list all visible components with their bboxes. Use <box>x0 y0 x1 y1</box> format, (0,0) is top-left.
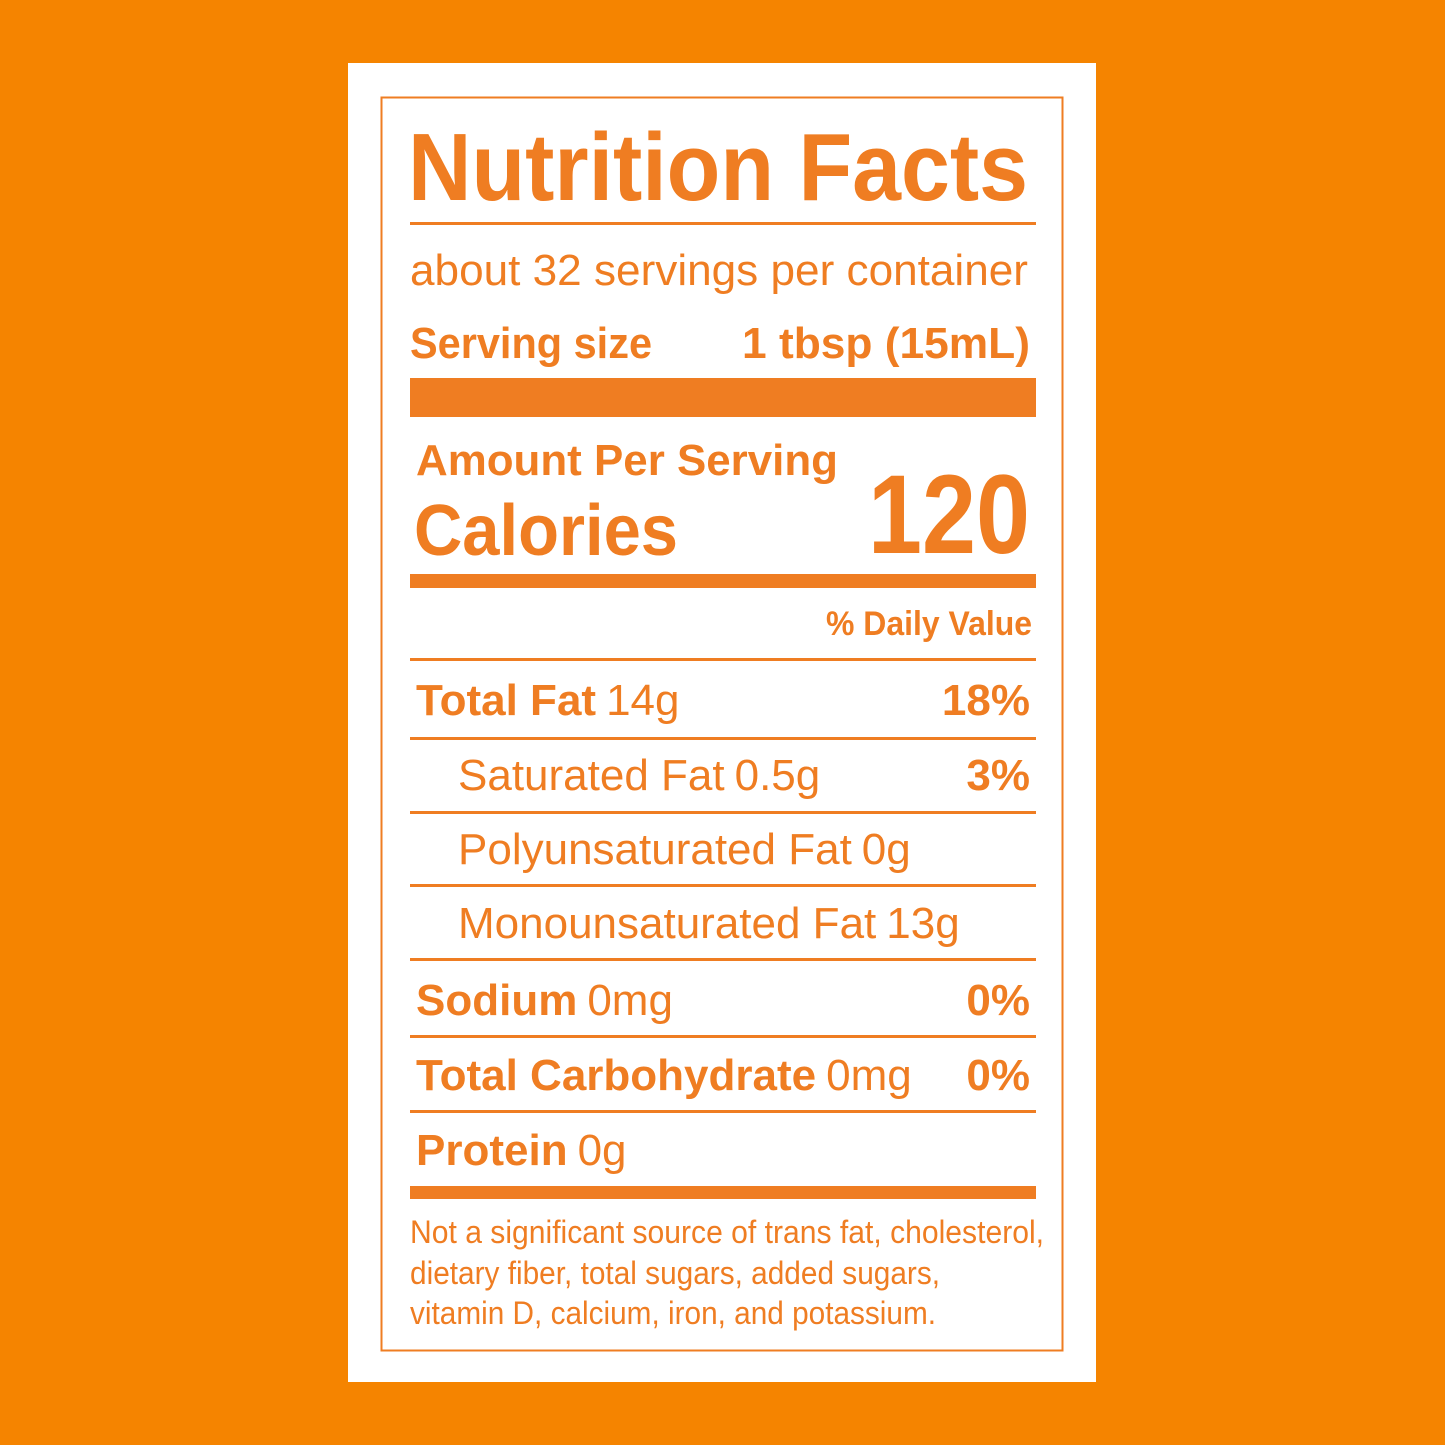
nutrient-name: Protein <box>416 1126 568 1175</box>
thick-bar <box>410 378 1036 417</box>
servings: about 32 servings per container <box>410 246 1028 295</box>
nutrient-amount: 0mg <box>826 1051 912 1100</box>
footnote: Not a significant source of trans fat, c… <box>410 1214 1044 1331</box>
nutrient-line: Saturated Fat 0.5g <box>458 751 820 800</box>
nutrient-name: Saturated Fat <box>458 751 725 800</box>
nutrient-line: Protein 0g <box>416 1126 627 1175</box>
medium-bar <box>410 1186 1036 1199</box>
nutrient-amount: 0.5g <box>735 751 821 800</box>
nutrient-amount: 0g <box>578 1126 627 1175</box>
footnote-line: Not a significant source of trans fat, c… <box>410 1214 1044 1250</box>
rule <box>410 222 1036 225</box>
rule <box>410 737 1036 740</box>
footnote-line: vitamin D, calcium, iron, and potassium. <box>410 1295 936 1331</box>
nutrient-dv: 3% <box>966 751 1030 800</box>
amount-per-serving: Amount Per Serving <box>416 436 838 485</box>
daily-value-header: % Daily Value <box>826 605 1032 643</box>
calories-label: Calories <box>414 491 678 571</box>
nutrient-name: Total Fat <box>416 676 596 725</box>
rule <box>410 1110 1036 1113</box>
card-border <box>380 96 1064 1352</box>
nutrient-line: Sodium 0mg <box>416 976 673 1025</box>
nutrient-name: Polyunsaturated Fat <box>458 825 852 874</box>
rule <box>410 1035 1036 1038</box>
nutrient-name: Monounsaturated Fat <box>458 899 876 948</box>
medium-bar <box>410 574 1036 588</box>
nutrient-amount: 13g <box>886 899 959 948</box>
serving-size-label: Serving size <box>410 319 652 368</box>
nutrient-line: Polyunsaturated Fat 0g <box>458 825 911 874</box>
nutrient-dv: 0% <box>966 976 1030 1025</box>
nutrient-line: Monounsaturated Fat 13g <box>458 899 960 948</box>
calories-value: 120 <box>868 452 1030 577</box>
rule <box>410 884 1036 887</box>
nutrient-name: Total Carbohydrate <box>416 1051 816 1100</box>
nutrient-line: Total Carbohydrate 0mg <box>416 1051 912 1100</box>
rule <box>410 958 1036 961</box>
nutrient-rows: Total Fat 14g 18% Saturated Fat 0.5g 3% Polyun… <box>410 676 1036 1175</box>
title: Nutrition Facts <box>408 114 1028 221</box>
rule <box>410 811 1036 814</box>
card <box>348 63 1096 1382</box>
rule <box>410 658 1036 661</box>
serving-size-value: 1 tbsp (15mL) <box>742 319 1030 368</box>
nutrient-amount: 0mg <box>587 976 673 1025</box>
nutrient-dv: 18% <box>942 676 1030 725</box>
footnote-line: dietary fiber, total sugars, added sugar… <box>410 1255 940 1291</box>
nutrient-dv: 0% <box>966 1051 1030 1100</box>
nutrient-name: Sodium <box>416 976 577 1025</box>
nutrient-line: Total Fat 14g <box>416 676 679 725</box>
nutrient-amount: 14g <box>606 676 679 725</box>
nutrient-amount: 0g <box>862 825 911 874</box>
